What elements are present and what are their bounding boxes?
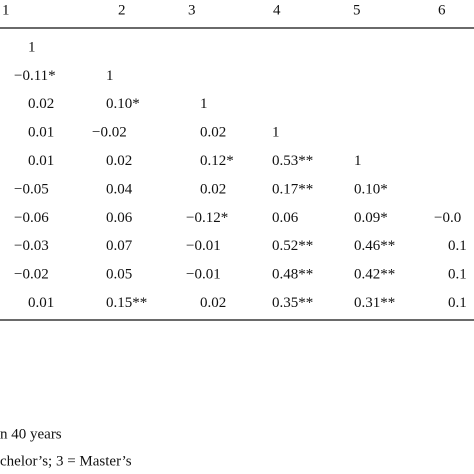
table-cell: 0.17** xyxy=(272,181,313,197)
table-cell: −0.11* xyxy=(14,68,56,84)
table-cell: 0.02 xyxy=(28,96,54,112)
table-cell: 0.02 xyxy=(200,181,226,197)
footnote: n 40 years xyxy=(0,426,62,442)
table-cell: 0.53** xyxy=(272,153,313,169)
table-cell: 0.06 xyxy=(106,210,133,226)
column-header: 3 xyxy=(188,2,196,18)
column-header: 4 xyxy=(273,2,281,18)
table-cell: 0.1 xyxy=(448,238,467,254)
table-cell: −0.01 xyxy=(186,267,221,283)
table-cell: 0.10* xyxy=(106,96,140,112)
table-cell: −0.12* xyxy=(186,210,228,226)
table-cell: 0.12* xyxy=(200,153,234,169)
table-cell: 1 xyxy=(200,96,208,112)
table-cell: 1 xyxy=(106,68,114,84)
table-cell: 0.15** xyxy=(106,295,147,311)
table-cell: −0.01 xyxy=(186,238,221,254)
table-cell: 0.06 xyxy=(272,210,299,226)
table-cell: 0.52** xyxy=(272,238,313,254)
table-cell: 0.01 xyxy=(28,295,54,311)
table-cell: −0.05 xyxy=(14,181,49,197)
footnote: chelor’s; 3 = Master’s xyxy=(0,453,132,469)
table-cell: 0.02 xyxy=(200,295,226,311)
table-cell: 0.01 xyxy=(28,153,54,169)
table-cell: 0.05 xyxy=(106,267,132,283)
table-cell: 0.46** xyxy=(354,238,395,254)
table-cell: 0.10* xyxy=(354,181,388,197)
table-cell: 0.31** xyxy=(354,295,395,311)
table-cell: −0.03 xyxy=(14,238,49,254)
table-cell: 0.07 xyxy=(106,238,133,254)
table-cell: 0.42** xyxy=(354,267,395,283)
table-cell: 0.02 xyxy=(200,125,226,141)
table-cell: 0.01 xyxy=(28,125,54,141)
column-header: 6 xyxy=(438,2,446,18)
table-cell: −0.06 xyxy=(14,210,49,226)
table-cell: 1 xyxy=(354,153,362,169)
table-cell: 0.04 xyxy=(106,181,133,197)
table-cell: −0.0 xyxy=(434,210,461,226)
table-cell: 0.09* xyxy=(354,210,388,226)
table-cell: 1 xyxy=(28,39,36,55)
table-cell: 0.48** xyxy=(272,267,313,283)
table-cell: 0.35** xyxy=(272,295,313,311)
column-header: 2 xyxy=(118,2,126,18)
table-cell: 0.1 xyxy=(448,267,467,283)
table-cell: −0.02 xyxy=(92,125,127,141)
table-cell: −0.02 xyxy=(14,267,49,283)
column-header: 5 xyxy=(353,2,361,18)
table-cell: 0.02 xyxy=(106,153,132,169)
column-header: 1 xyxy=(2,2,10,18)
table-cell: 1 xyxy=(272,125,280,141)
table-cell: 0.1 xyxy=(448,295,467,311)
